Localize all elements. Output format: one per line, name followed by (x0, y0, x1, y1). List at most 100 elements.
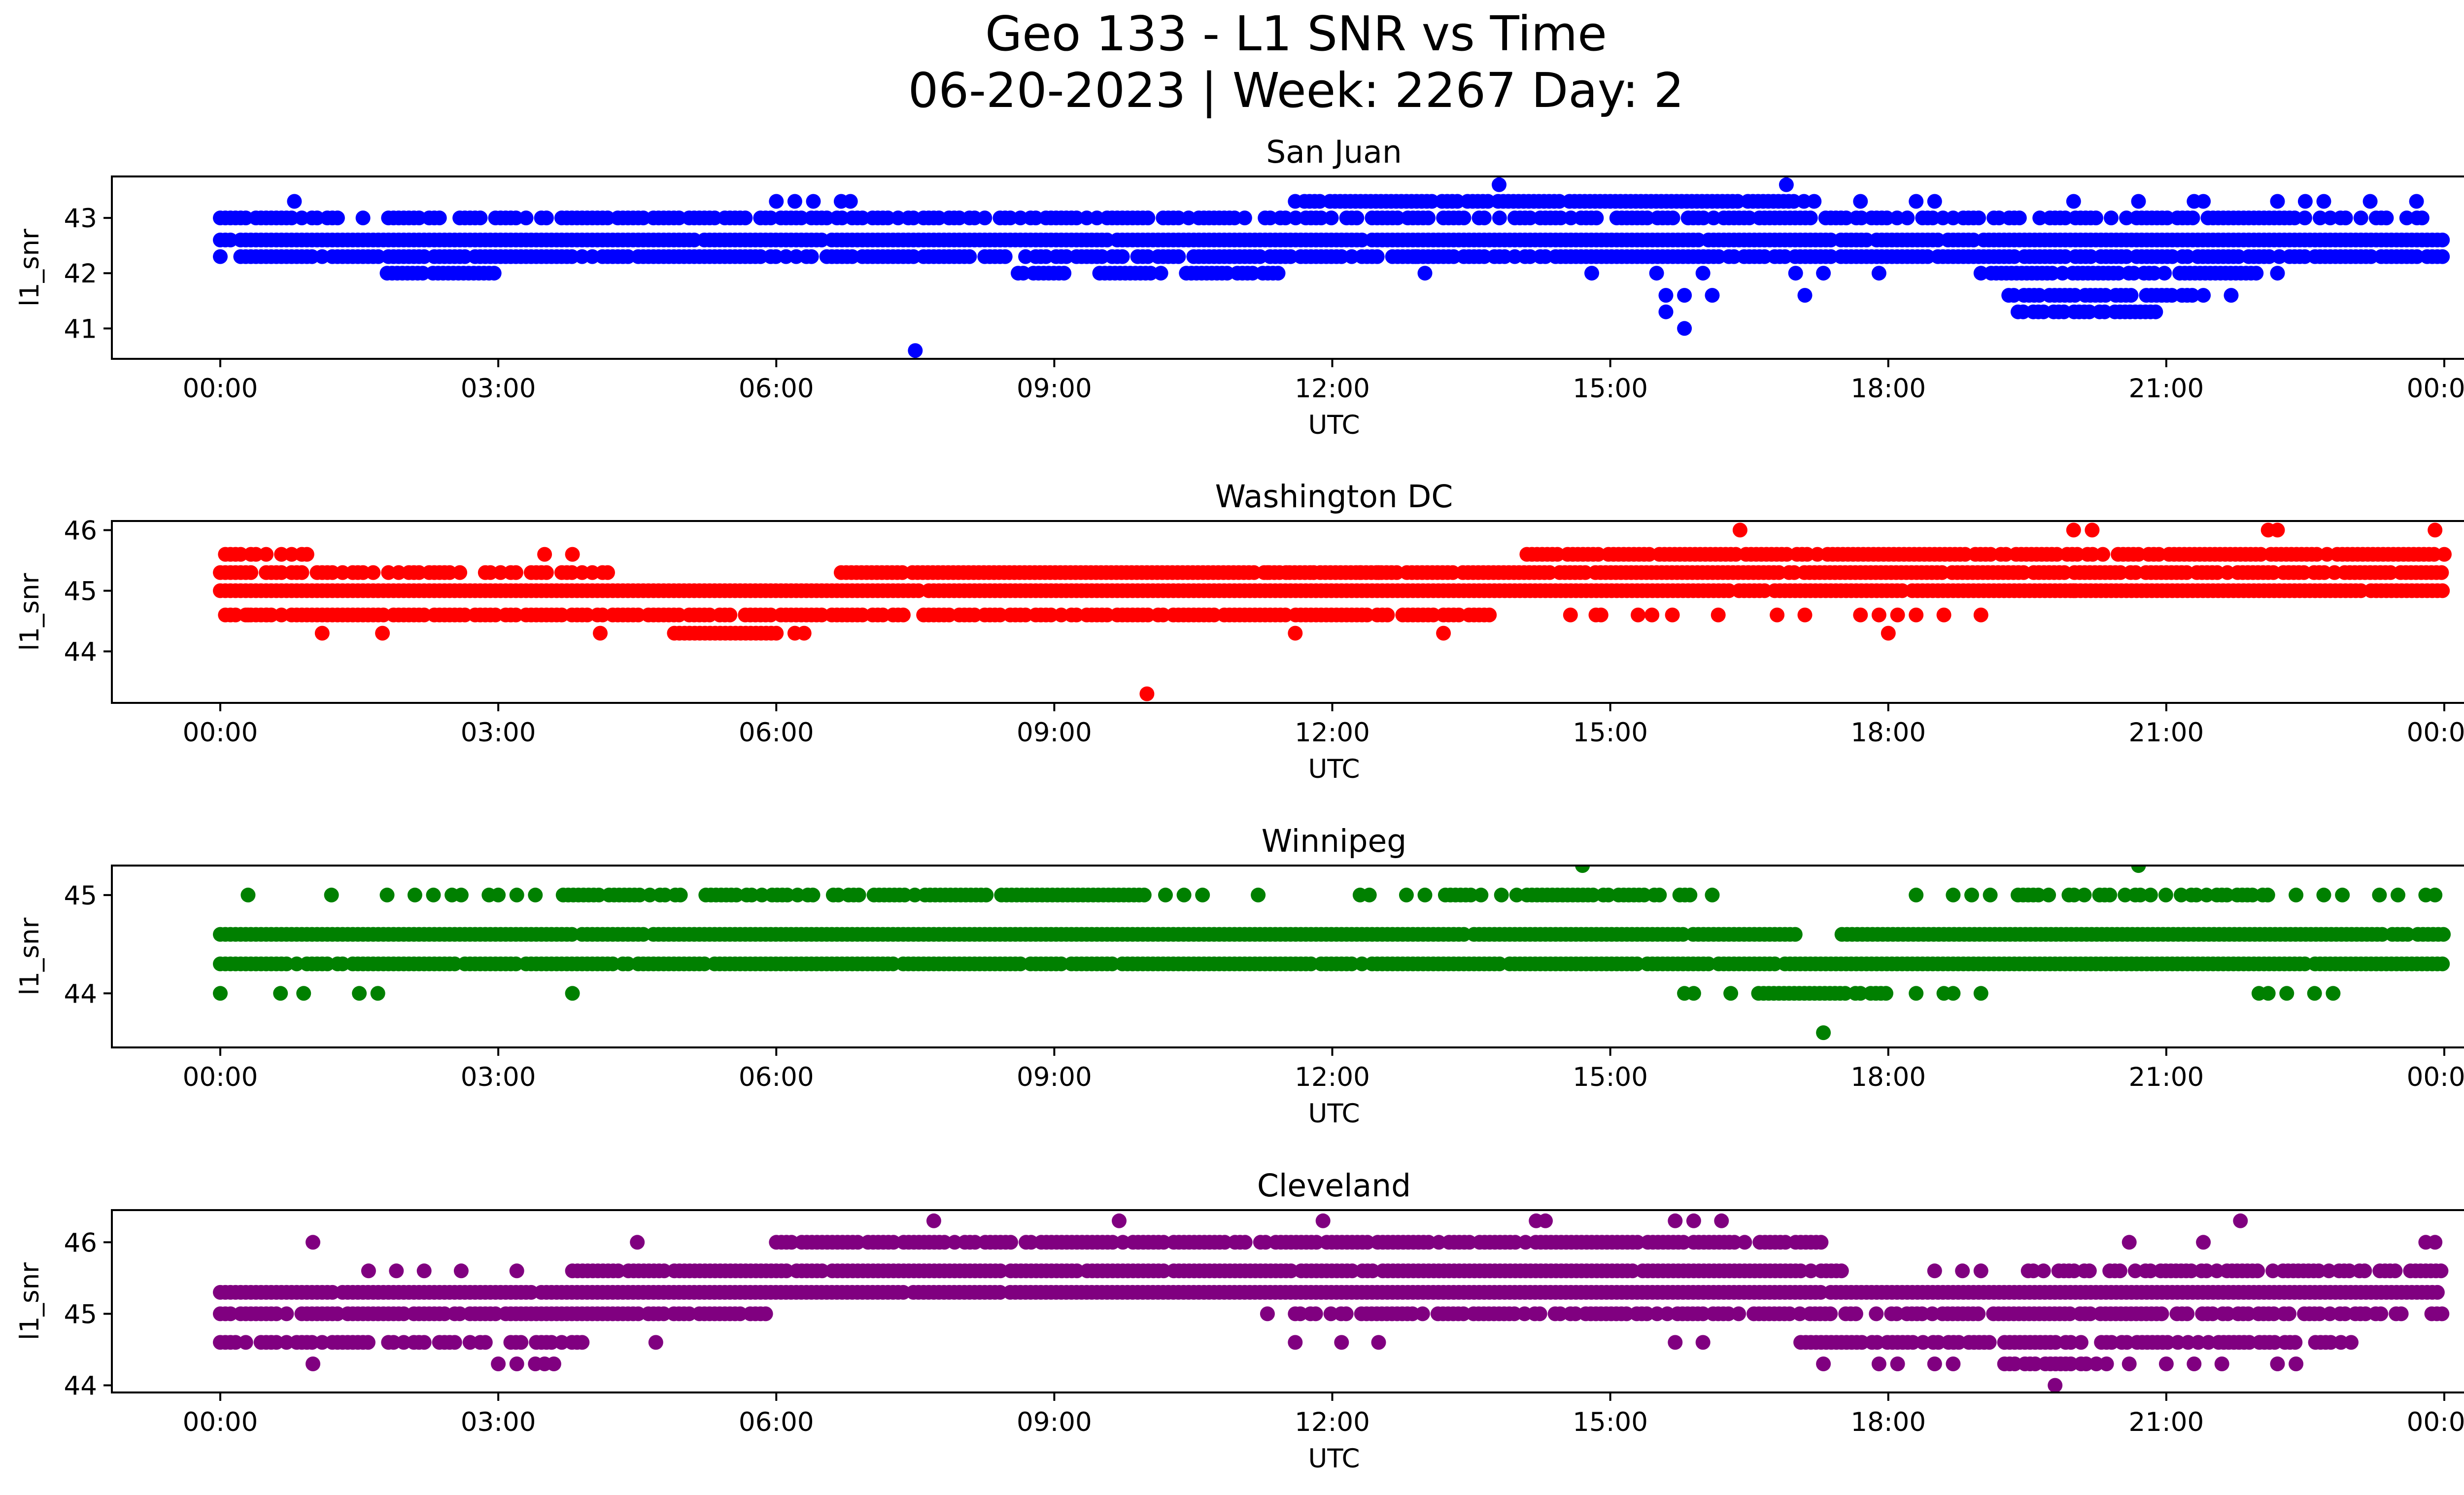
data-point (539, 210, 554, 226)
data-point (1260, 565, 1275, 580)
data-point (2375, 927, 2390, 942)
data-point (2133, 887, 2148, 903)
data-point (897, 887, 912, 903)
data-point (1869, 1306, 1884, 1321)
data-point (805, 887, 821, 903)
data-point (1043, 607, 1059, 623)
data-point (1354, 956, 1369, 972)
data-point (1920, 249, 1935, 264)
data-point (314, 626, 330, 641)
x-tick-label: 18:00 (1850, 1062, 1926, 1092)
data-point (1450, 194, 1465, 209)
data-point (2270, 266, 2285, 281)
data-point (2111, 266, 2126, 281)
data-point (763, 607, 778, 623)
data-point (815, 1263, 830, 1279)
data-point (1881, 626, 1896, 641)
data-point (447, 956, 462, 972)
data-point (1497, 249, 1512, 264)
data-point (1206, 607, 1222, 623)
data-point (855, 607, 870, 623)
data-point (1156, 1235, 1171, 1250)
data-point (769, 626, 784, 641)
data-point (1930, 232, 1946, 247)
data-point (2362, 194, 2378, 209)
y-tick-label: 45 (64, 881, 97, 911)
panel-title: Winnipeg (1262, 823, 1407, 859)
data-point (1732, 522, 1747, 538)
scatter-points (213, 177, 2450, 358)
data-point (895, 565, 910, 580)
data-point (886, 956, 901, 972)
data-point (2434, 1306, 2450, 1321)
figure-title-line-1: Geo 133 - L1 SNR vs Time (985, 6, 1607, 62)
data-point (1399, 887, 1414, 903)
data-point (1637, 887, 1652, 903)
data-point (1153, 266, 1168, 281)
data-point (1925, 1306, 1940, 1321)
data-point (2312, 1306, 2327, 1321)
data-point (2358, 1306, 2373, 1321)
data-point (1757, 249, 1772, 264)
data-point (279, 956, 294, 972)
data-point (814, 607, 829, 623)
data-point (1217, 1235, 1232, 1250)
data-point (600, 565, 615, 580)
data-point (1676, 927, 1691, 942)
data-point (2174, 887, 2189, 903)
data-point (1360, 607, 1374, 623)
data-point (1220, 266, 1235, 281)
data-point (1492, 210, 1507, 226)
data-point (2077, 887, 2092, 903)
data-point (1417, 887, 1433, 903)
data-point (2050, 547, 2064, 562)
data-point (1181, 210, 1196, 226)
data-point (1711, 249, 1726, 264)
data-point (1642, 547, 1657, 562)
data-point (1691, 232, 1706, 247)
data-point (1446, 249, 1461, 264)
data-point (1895, 583, 1910, 598)
data-point (1779, 547, 1794, 562)
data-point (1352, 565, 1368, 580)
data-point (2434, 565, 2449, 580)
data-point (769, 194, 784, 209)
data-point (875, 607, 890, 623)
data-point (1482, 607, 1497, 623)
data-point (2220, 1306, 2235, 1321)
data-point (2067, 288, 2083, 303)
data-point (2031, 887, 2046, 903)
data-point (2265, 1263, 2281, 1279)
data-point (1658, 288, 1674, 303)
data-point (2433, 1263, 2449, 1279)
data-point (1115, 1235, 1130, 1250)
data-point (2316, 887, 2331, 903)
data-point (1024, 1235, 1039, 1250)
panel-title: Washington DC (1215, 479, 1453, 515)
data-point (1723, 986, 1739, 1001)
data-point (375, 626, 390, 641)
data-point (1563, 210, 1578, 226)
data-point (1966, 232, 1981, 247)
data-point (890, 210, 906, 226)
data-point (1338, 1306, 1354, 1321)
scatter-points (213, 522, 2452, 701)
data-point (758, 1306, 773, 1321)
data-point (1810, 547, 1825, 562)
data-point (274, 565, 289, 580)
data-point (1701, 956, 1716, 972)
data-point (1871, 607, 1886, 623)
data-point (360, 1335, 376, 1350)
x-tick-label: 18:00 (1850, 718, 1926, 748)
data-point (2196, 194, 2211, 209)
data-point (1909, 986, 1924, 1001)
data-point (2335, 887, 2350, 903)
data-point (335, 565, 350, 580)
data-point (411, 210, 427, 226)
data-point (732, 1306, 748, 1321)
data-point (907, 887, 923, 903)
data-point (2057, 249, 2073, 264)
data-point (330, 1306, 345, 1321)
data-point (314, 249, 330, 264)
